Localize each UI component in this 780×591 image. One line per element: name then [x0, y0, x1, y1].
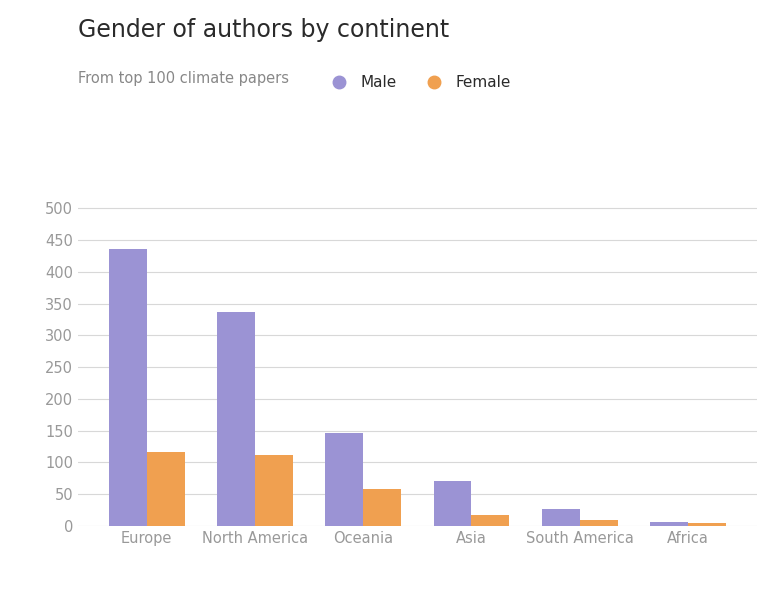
Bar	[109, 249, 147, 526]
Bar	[217, 312, 255, 526]
Bar	[434, 482, 471, 526]
Bar	[255, 456, 292, 526]
Bar	[580, 520, 618, 526]
Bar	[325, 433, 363, 526]
Legend: Male, Female: Male, Female	[317, 69, 517, 96]
Bar	[688, 524, 725, 526]
Bar	[147, 452, 185, 526]
Bar	[363, 489, 401, 526]
Bar	[650, 521, 688, 526]
Text: Gender of authors by continent: Gender of authors by continent	[78, 18, 449, 42]
Bar	[471, 515, 509, 526]
Text: From top 100 climate papers: From top 100 climate papers	[78, 71, 289, 86]
Bar	[542, 509, 580, 526]
